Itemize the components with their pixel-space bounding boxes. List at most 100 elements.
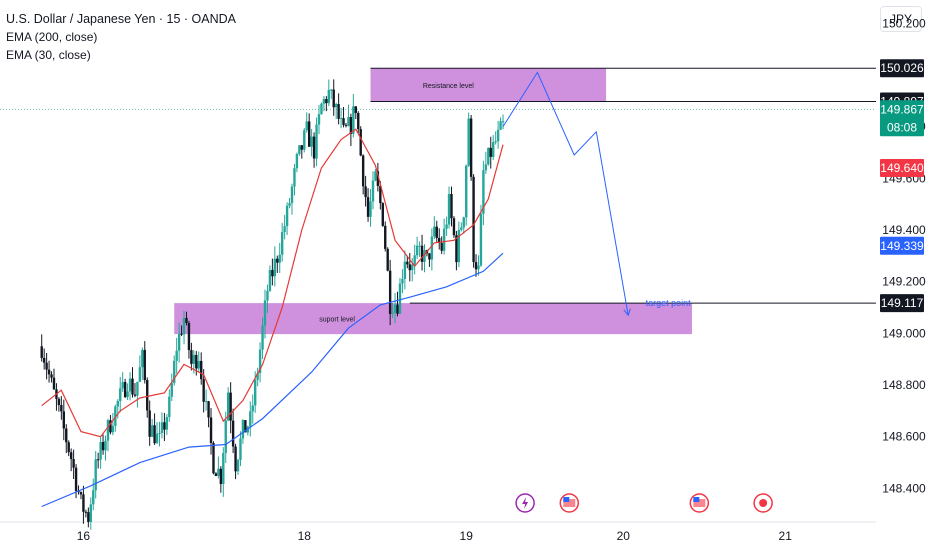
price-badge-label: 149.640 [880, 161, 924, 175]
candle-body [354, 106, 357, 113]
candle-body [440, 242, 443, 251]
lightning-icon[interactable] [515, 493, 535, 513]
candle-body [227, 392, 230, 421]
candle-body [465, 165, 468, 218]
y-tick-label: 150.200 [882, 16, 926, 30]
candle-body [224, 420, 227, 454]
x-tick-label: 16 [77, 529, 91, 543]
candle-body [82, 494, 85, 512]
candle-body [200, 360, 203, 380]
candle-body [398, 283, 402, 314]
candle-body [317, 114, 321, 125]
candles [40, 79, 505, 530]
candle-body [283, 226, 286, 233]
candle-body [42, 357, 46, 363]
support-zone [174, 303, 692, 335]
candle-body [104, 440, 107, 451]
ema200-line [41, 252, 504, 508]
candle-body [148, 410, 151, 437]
candle-body [271, 269, 274, 277]
indicator-ema200-label[interactable]: EMA (200, close) [6, 30, 98, 44]
candle-body [332, 89, 335, 108]
candle-body [158, 432, 161, 434]
candle-body [187, 322, 191, 351]
candle-body [114, 406, 117, 426]
candle-body [366, 197, 370, 217]
candle-body [349, 117, 353, 134]
us-flag-icon[interactable] [689, 493, 710, 513]
candle-body [484, 164, 488, 171]
candle-body [133, 394, 137, 396]
countdown-label: 08:08 [887, 120, 917, 134]
candle-body [391, 312, 394, 314]
candle-body [109, 420, 112, 433]
candle-body [92, 490, 95, 505]
candle-body [423, 250, 426, 262]
candle-body [479, 213, 483, 266]
candle-body [327, 90, 331, 104]
candle-body [457, 229, 461, 263]
candle-body [406, 261, 409, 265]
candle-body [143, 349, 146, 381]
candle-body [477, 265, 480, 270]
indicator-ema30-label[interactable]: EMA (30, close) [6, 48, 91, 62]
candle-body [401, 278, 404, 284]
price-badge [880, 236, 924, 255]
candle-body [438, 238, 441, 243]
candle-body [455, 235, 458, 263]
candle-body [229, 392, 232, 421]
candle-body [155, 433, 159, 444]
candle-body [175, 350, 178, 361]
candle-body [312, 136, 316, 159]
candle-body [285, 205, 289, 227]
projection-arrow [502, 71, 629, 316]
candle-body [256, 373, 259, 380]
candle-body [57, 398, 61, 406]
candle-body [428, 253, 431, 260]
price-badge-label: 149.339 [880, 239, 924, 253]
candle-body [67, 442, 70, 453]
candle-body [415, 245, 419, 256]
candle-body [298, 145, 301, 155]
candle-body [190, 350, 193, 364]
candle-body [40, 346, 43, 358]
candle-body [325, 99, 328, 104]
candle-body [450, 193, 453, 219]
candle-body [469, 118, 473, 177]
candle-body [295, 154, 299, 169]
record-icon[interactable] [753, 493, 773, 513]
symbol-title[interactable]: U.S. Dollar / Japanese Yen · 15 · OANDA [6, 12, 236, 26]
candle-body [408, 264, 411, 271]
candle-body [268, 269, 272, 291]
projection-arrowhead [623, 308, 631, 317]
candle-body [288, 203, 291, 206]
candle-body [361, 155, 365, 187]
candle-body [141, 349, 144, 368]
candle-body [150, 425, 154, 437]
candle-body [241, 420, 245, 439]
candle-body [263, 300, 267, 326]
candle-body [249, 411, 252, 427]
candle-body [452, 218, 456, 236]
candle-body [136, 381, 139, 396]
candle-body [106, 420, 110, 441]
chart-legend: U.S. Dollar / Japanese Yen · 15 · OANDA … [6, 10, 236, 64]
candle-body [337, 104, 340, 119]
candle-body [163, 422, 166, 430]
candle-body [253, 379, 257, 406]
candle-body [396, 304, 399, 314]
candle-body [433, 226, 436, 237]
candle-body [499, 121, 502, 130]
candle-body [384, 225, 387, 249]
currency-button[interactable]: JPY [880, 6, 922, 32]
candle-body [386, 248, 389, 271]
x-tick-label: 21 [779, 529, 793, 543]
candle-body [65, 428, 68, 443]
ema30-line [41, 128, 504, 438]
candle-body [180, 333, 183, 335]
candle-body [74, 467, 78, 491]
us-flag-icon[interactable] [559, 493, 580, 513]
candle-body [489, 147, 492, 157]
candle-body [334, 104, 338, 108]
